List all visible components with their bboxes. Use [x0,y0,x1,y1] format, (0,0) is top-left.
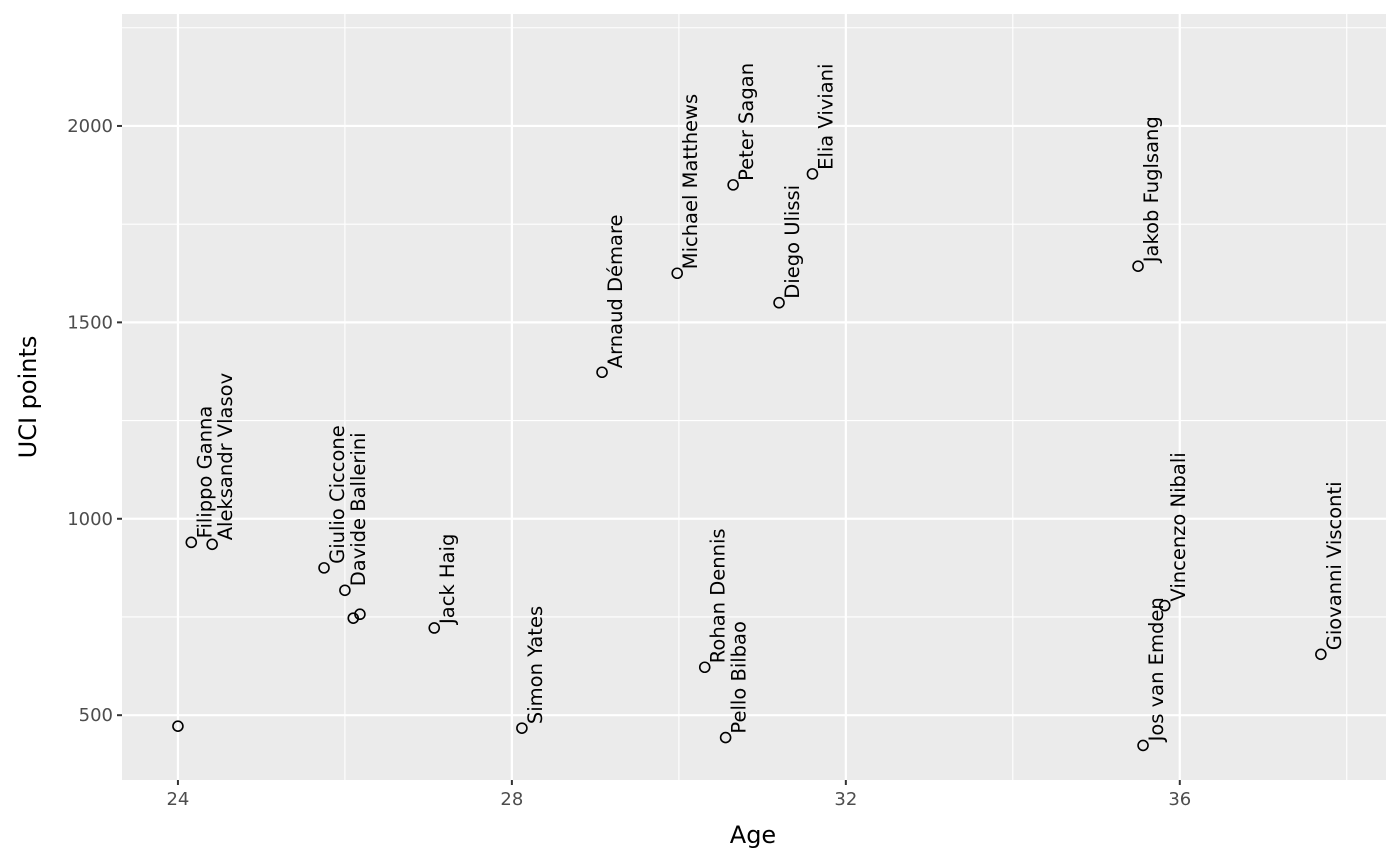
point-label: Michael Matthews [679,94,702,269]
y-tick-label: 1500 [67,312,113,333]
y-tick-label: 500 [79,705,113,726]
point-label: Rohan Dennis [707,528,730,663]
point-label: Simon Yates [524,606,547,724]
data-point [185,536,198,549]
x-tick-label: 24 [166,789,189,810]
data-point [1132,260,1144,272]
data-point [1315,648,1327,661]
data-point [671,267,683,280]
point-label: Pello Bilbao [728,621,751,734]
y-tick-label: 2000 [67,116,113,137]
point-label: Jos van Emden [1145,597,1168,743]
point-label: Giovanni Visconti [1323,481,1346,650]
data-point [773,296,785,309]
panel-background [122,14,1386,780]
data-point [596,366,608,379]
point-label: Jack Haig [436,534,459,626]
point-label: Aleksandr Vlasov [214,373,237,540]
x-axis-title: Age [730,821,776,849]
point-label: Elia Viviani [814,64,837,170]
point-label: Davide Ballerini [347,432,370,586]
data-point [339,584,351,597]
data-points [172,168,1327,752]
point-label: Arnaud Démare [604,214,627,368]
point-label: Peter Sagan [735,63,758,181]
major-gridlines [122,14,1386,780]
point-label: Filippo Ganna [193,406,216,539]
y-tick-label: 1000 [67,509,113,530]
y-axis-title: UCI points [14,336,42,459]
data-point [516,722,528,734]
point-label: Jakob Fuglsang [1140,116,1163,264]
data-point [1137,739,1149,752]
point-label: Diego Ulissi [781,185,804,299]
data-point [428,622,441,634]
minor-gridlines [122,14,1386,780]
point-label: Giulio Ciccone [326,425,349,564]
data-point [727,179,739,191]
data-point [1158,599,1171,612]
point-label: Vincenzo Nibali [1167,452,1190,601]
x-tick-label: 36 [1168,789,1191,810]
data-point [698,661,711,674]
x-axis-ticks: 24 28 32 36 [166,780,1191,810]
data-point [719,731,732,744]
data-point [806,168,819,180]
data-point [354,608,366,621]
x-tick-label: 28 [500,789,523,810]
y-axis-ticks: 500 1000 1500 2000 [67,116,122,726]
data-point [172,720,184,732]
data-point [206,538,218,551]
x-tick-label: 32 [834,789,857,810]
data-point [318,562,330,574]
